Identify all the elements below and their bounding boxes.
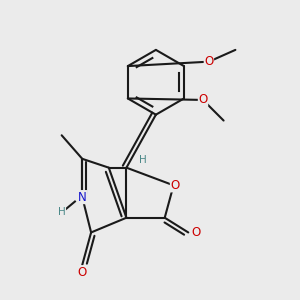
Text: O: O: [198, 93, 208, 106]
Text: O: O: [170, 179, 180, 192]
Text: O: O: [191, 226, 200, 239]
Text: H: H: [139, 155, 146, 165]
Text: N: N: [78, 190, 87, 204]
Text: H: H: [58, 207, 65, 217]
Text: O: O: [78, 266, 87, 279]
Text: O: O: [204, 55, 214, 68]
